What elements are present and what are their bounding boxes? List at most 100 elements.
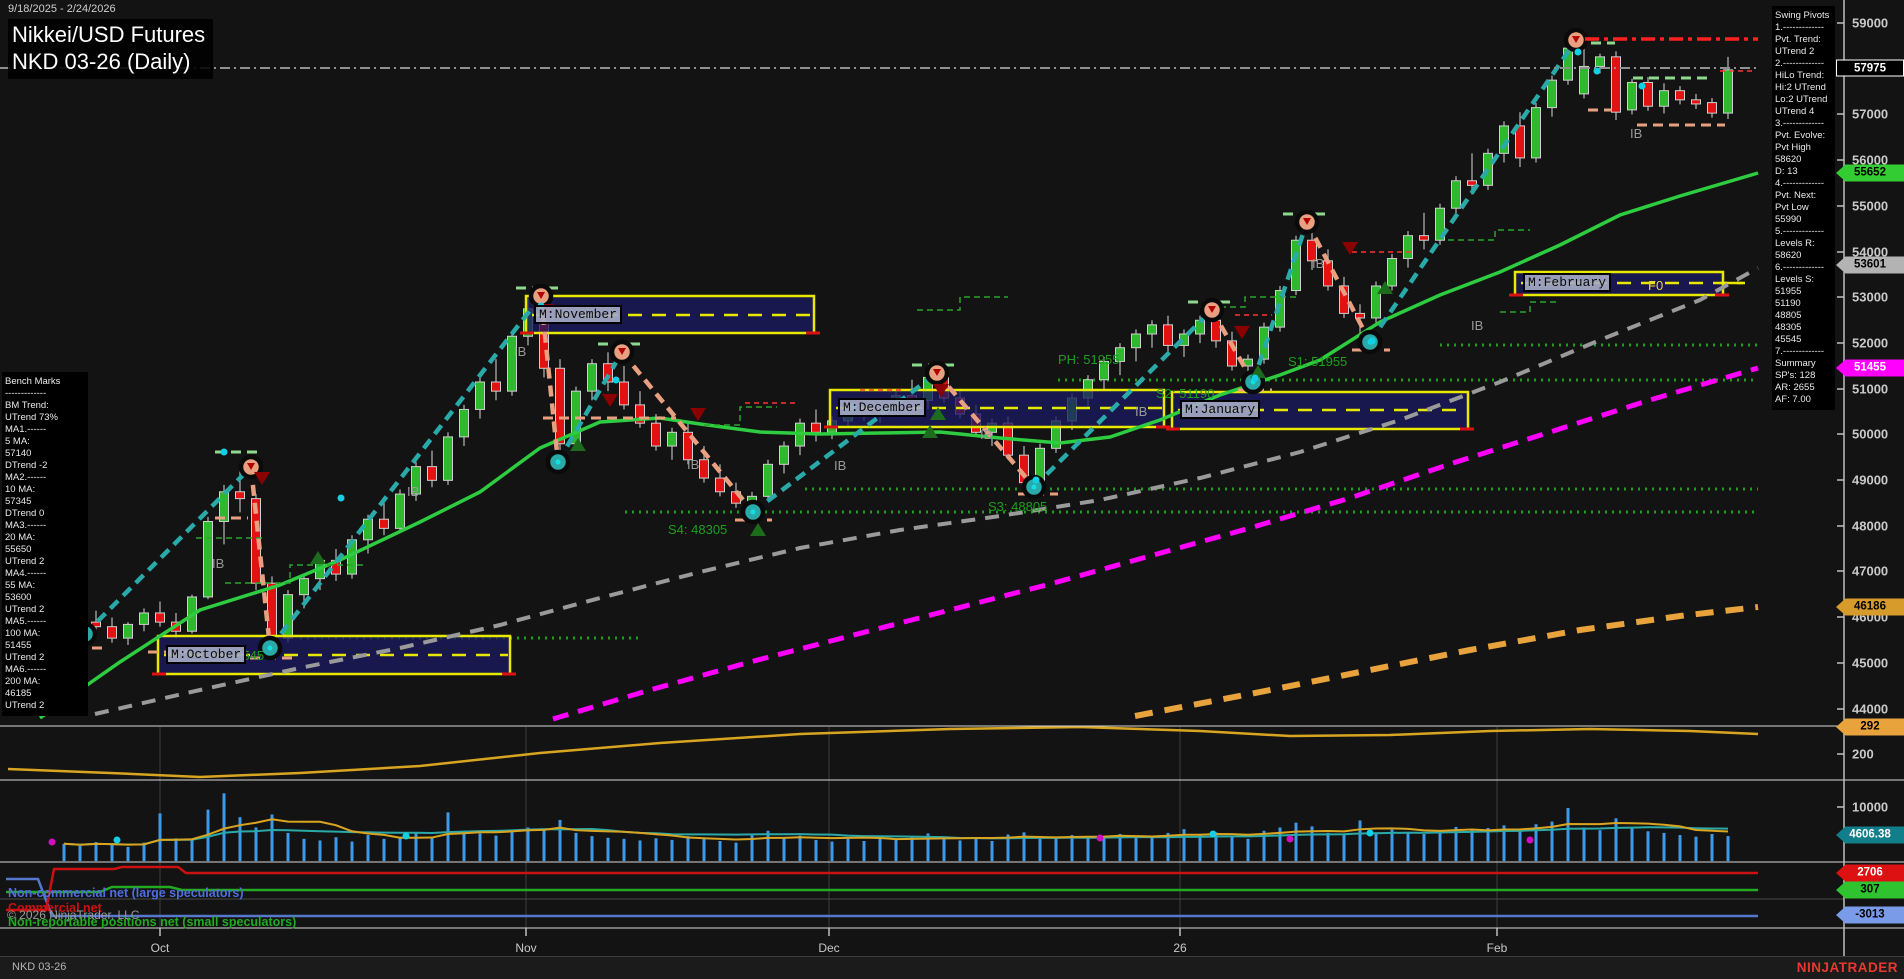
bench-marks-line: ------------- xyxy=(5,388,47,399)
swing-pivots-line: Lo:2 UTrend xyxy=(1775,94,1828,105)
price-badge-53601: 53601 xyxy=(1836,256,1904,274)
swing-pivots-line: 2.------------- xyxy=(1775,58,1825,69)
swing-pivots-line: D: 13 xyxy=(1775,166,1798,177)
swing-pivots-line: Levels S: xyxy=(1775,274,1815,285)
swing-pivots-line: 48805 xyxy=(1775,310,1802,321)
ib-label: IB xyxy=(687,457,700,472)
price-tick-label: 56000 xyxy=(1852,152,1889,168)
swing-pivots-line: SP's: 128 xyxy=(1775,370,1816,381)
price-tick-label: 200 xyxy=(1852,746,1874,762)
time-label-26: 26 xyxy=(1173,941,1187,955)
bench-marks-line: UTrend 73% xyxy=(5,412,58,423)
axis-frame xyxy=(0,0,1904,956)
price-tick-label: 49000 xyxy=(1852,472,1889,488)
support-label: PH: 51955 xyxy=(1058,352,1120,367)
swing-pivots-line: 6.------------- xyxy=(1775,262,1825,273)
bench-marks-line: MA3.------ xyxy=(5,520,47,531)
bench-marks-line: BM Trend: xyxy=(5,400,49,411)
month-label-M:January: M:January xyxy=(1180,400,1261,419)
bench-marks-line: MA6.------ xyxy=(5,664,47,675)
swing-pivots-line: AR: 2655 xyxy=(1775,382,1815,393)
bench-marks-line: 55 MA: xyxy=(5,580,36,591)
swing-pivots-line: 58620 xyxy=(1775,154,1802,165)
price-tick-label: 44000 xyxy=(1852,701,1889,717)
bench-marks-line: DTrend -2 xyxy=(5,460,48,471)
swing-pivots-line: UTrend 4 xyxy=(1775,106,1815,117)
price-badge-51455: 51455 xyxy=(1836,359,1904,377)
swing-pivots-line: UTrend 2 xyxy=(1775,46,1815,57)
bench-marks-line: 10 MA: xyxy=(5,484,36,495)
month-label-M:October: M:October xyxy=(166,645,247,664)
swing-pivots-line: 5.------------- xyxy=(1775,226,1825,237)
tab-nkd-03-26[interactable]: NKD 03-26 xyxy=(12,961,67,973)
price-badge-307: 307 xyxy=(1836,881,1904,899)
swing-pivots-line: 45545 xyxy=(1775,334,1802,345)
pivot-markers xyxy=(72,27,1589,661)
moving-averages xyxy=(38,171,1759,722)
price-tick-label: 48000 xyxy=(1852,518,1889,534)
volume-panel xyxy=(48,793,1730,861)
swing-pivots-line: HiLo Trend: xyxy=(1775,70,1825,81)
swing-pivots-line: Pvt. Trend: xyxy=(1775,34,1821,45)
support-label: S4: 48305 xyxy=(668,522,728,537)
bench-marks-line: 51455 xyxy=(5,640,32,651)
price-reference-lines xyxy=(0,37,1758,69)
time-label-Dec: Dec xyxy=(818,941,840,955)
monthly-boxes xyxy=(152,270,1745,676)
bench-marks-line: UTrend 2 xyxy=(5,652,45,663)
workspace-tab-bar: NKD 03-26 NINJATRADER xyxy=(0,956,1904,979)
ib-label: IB xyxy=(407,484,420,499)
bench-marks-line: UTrend 2 xyxy=(5,700,45,711)
swing-pivots-panel: Swing Pivots 1.------------- Pvt. Trend: UT… xyxy=(1772,6,1835,410)
price-tick-label: 57000 xyxy=(1852,106,1889,122)
price-tick-label: 10000 xyxy=(1852,799,1889,815)
month-label-M:December: M:December xyxy=(838,398,927,417)
chart-title: Nikkei/USD Futures NKD 03-26 (Daily) xyxy=(8,19,214,79)
copyright-text: © 2026 NinjaTrader, LLC xyxy=(7,908,140,922)
chart-date-range: 9/18/2025 - 2/24/2026 xyxy=(8,3,116,15)
swing-pivots-line: Pvt High xyxy=(1775,142,1811,153)
ib-label: IB xyxy=(834,458,847,473)
month-label-M:November: M:November xyxy=(534,305,623,324)
price-badge-46186: 46186 xyxy=(1836,598,1904,616)
bench-marks-line: 57140 xyxy=(5,448,32,459)
bench-marks-line: MA1.------ xyxy=(5,424,47,435)
ib-label: IB xyxy=(980,427,993,442)
ib-label: IB xyxy=(1312,256,1325,271)
bench-marks-line: 5 MA: xyxy=(5,436,30,447)
bench-marks-panel: Bench Marks ------------- BM Trend: UTrend … xyxy=(2,372,88,716)
bench-marks-line: MA5.------ xyxy=(5,616,47,627)
ninjatrader-logo: NINJATRADER xyxy=(1796,960,1898,975)
swing-pivots-line: 7.------------- xyxy=(1775,346,1825,357)
price-tick-label: 47000 xyxy=(1852,563,1889,579)
instrument-name: Nikkei/USD Futures xyxy=(12,22,206,47)
panel-gridlines xyxy=(159,727,1498,928)
swing-pivots-line: 4.------------- xyxy=(1775,178,1825,189)
ib-label: IB xyxy=(1135,404,1148,419)
price-tick-label: 50000 xyxy=(1852,426,1889,442)
month-label-M:February: M:February xyxy=(1523,273,1612,292)
ib-label: IB xyxy=(514,344,527,359)
ib-label: IB xyxy=(1471,318,1484,333)
price-badge-292: 292 xyxy=(1836,718,1904,736)
support-label: S1: 51955 xyxy=(1288,354,1348,369)
bench-marks-line: 55650 xyxy=(5,544,32,555)
price-tick-label: 55000 xyxy=(1852,198,1889,214)
cot-panel xyxy=(0,865,1844,918)
swing-pivots-line: 51190 xyxy=(1775,298,1801,309)
price-tick-label: 52000 xyxy=(1852,335,1889,351)
ib-label: IB xyxy=(212,556,225,571)
swing-pivots-line: 55990 xyxy=(1775,214,1802,225)
bench-marks-line: 53600 xyxy=(5,592,32,603)
support-label: S3: 48805 xyxy=(988,499,1048,514)
bench-marks-line: 100 MA: xyxy=(5,628,41,639)
swing-pivots-line: 51955 xyxy=(1775,286,1802,297)
legend-noncommercial-net: Non-commercial net (large speculators) xyxy=(8,886,244,900)
legend-nonreportable-net: Non-reportable positions net (small spec… xyxy=(8,915,297,929)
signal-triangles xyxy=(220,48,1646,564)
price-badge--3013: -3013 xyxy=(1836,906,1904,924)
swing-pivots-line: 48305 xyxy=(1775,322,1802,333)
swing-pivots-line: 1.------------- xyxy=(1775,22,1825,33)
